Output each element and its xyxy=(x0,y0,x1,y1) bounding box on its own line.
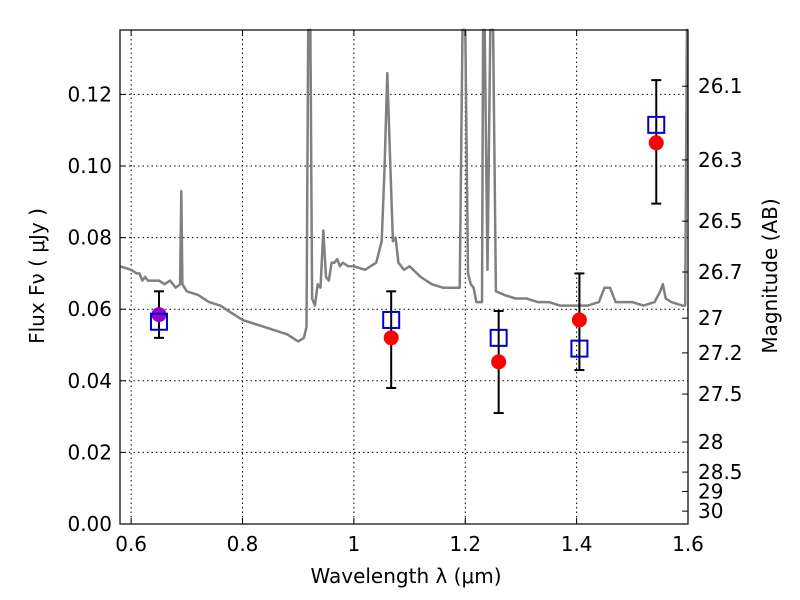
right-tick-label: 29 xyxy=(698,479,723,503)
plot-frame xyxy=(119,29,689,525)
y-tick-label: 0.02 xyxy=(67,440,112,464)
x-tick-label: 0.8 xyxy=(227,532,259,556)
y-tick-label: 0.04 xyxy=(67,369,112,393)
observed-point xyxy=(383,330,399,346)
y-tick-label: 0.08 xyxy=(67,226,112,250)
right-tick-label: 26.5 xyxy=(698,209,743,233)
x-tick-label: 1.4 xyxy=(561,532,593,556)
spectrum-line xyxy=(119,28,689,343)
observed-point xyxy=(571,312,587,328)
y-axis-label: Flux Fν ( μJy ) xyxy=(25,208,49,344)
spectrum-series xyxy=(119,28,689,343)
right-tick-label: 27.5 xyxy=(698,382,743,406)
right-tick-label: 26.7 xyxy=(698,260,743,284)
y-tick-label: 0.12 xyxy=(67,82,112,106)
observed-point xyxy=(648,135,664,151)
x-tick-label: 0.6 xyxy=(115,532,147,556)
observed-flux-series xyxy=(151,135,664,370)
x-axis-label: Wavelength λ (μm) xyxy=(310,564,501,588)
y-tick-label: 0.10 xyxy=(67,154,112,178)
grid-lines xyxy=(120,30,689,525)
y-tick-label: 0.00 xyxy=(67,512,112,536)
axis-ticks: 0.6 0.8 1 1.2 1.4 1.6 0.00 0.02 0.04 0.06 0.08 0.10… xyxy=(67,30,743,556)
errorbar-series xyxy=(153,79,662,415)
right-tick-label: 28.5 xyxy=(698,460,743,484)
model-point xyxy=(647,115,666,134)
observed-point xyxy=(491,354,507,370)
right-tick-label: 27.2 xyxy=(698,341,743,365)
right-tick-label: 26.3 xyxy=(698,148,743,172)
y-tick-label: 0.06 xyxy=(67,297,112,321)
x-tick-label: 1 xyxy=(348,532,361,556)
model-point xyxy=(570,339,589,358)
right-tick-label: 26.1 xyxy=(698,74,743,98)
right-tick-label: 30 xyxy=(698,499,723,523)
x-tick-label: 1.6 xyxy=(672,532,704,556)
model-point xyxy=(382,310,401,329)
model-point xyxy=(489,328,508,347)
right-axis-label: Magnitude (AB) xyxy=(758,198,782,353)
x-tick-label: 1.2 xyxy=(449,532,481,556)
model-flux-series xyxy=(149,115,666,358)
right-tick-label: 28 xyxy=(698,430,723,454)
right-tick-label: 27 xyxy=(698,306,723,330)
model-point xyxy=(149,312,168,331)
